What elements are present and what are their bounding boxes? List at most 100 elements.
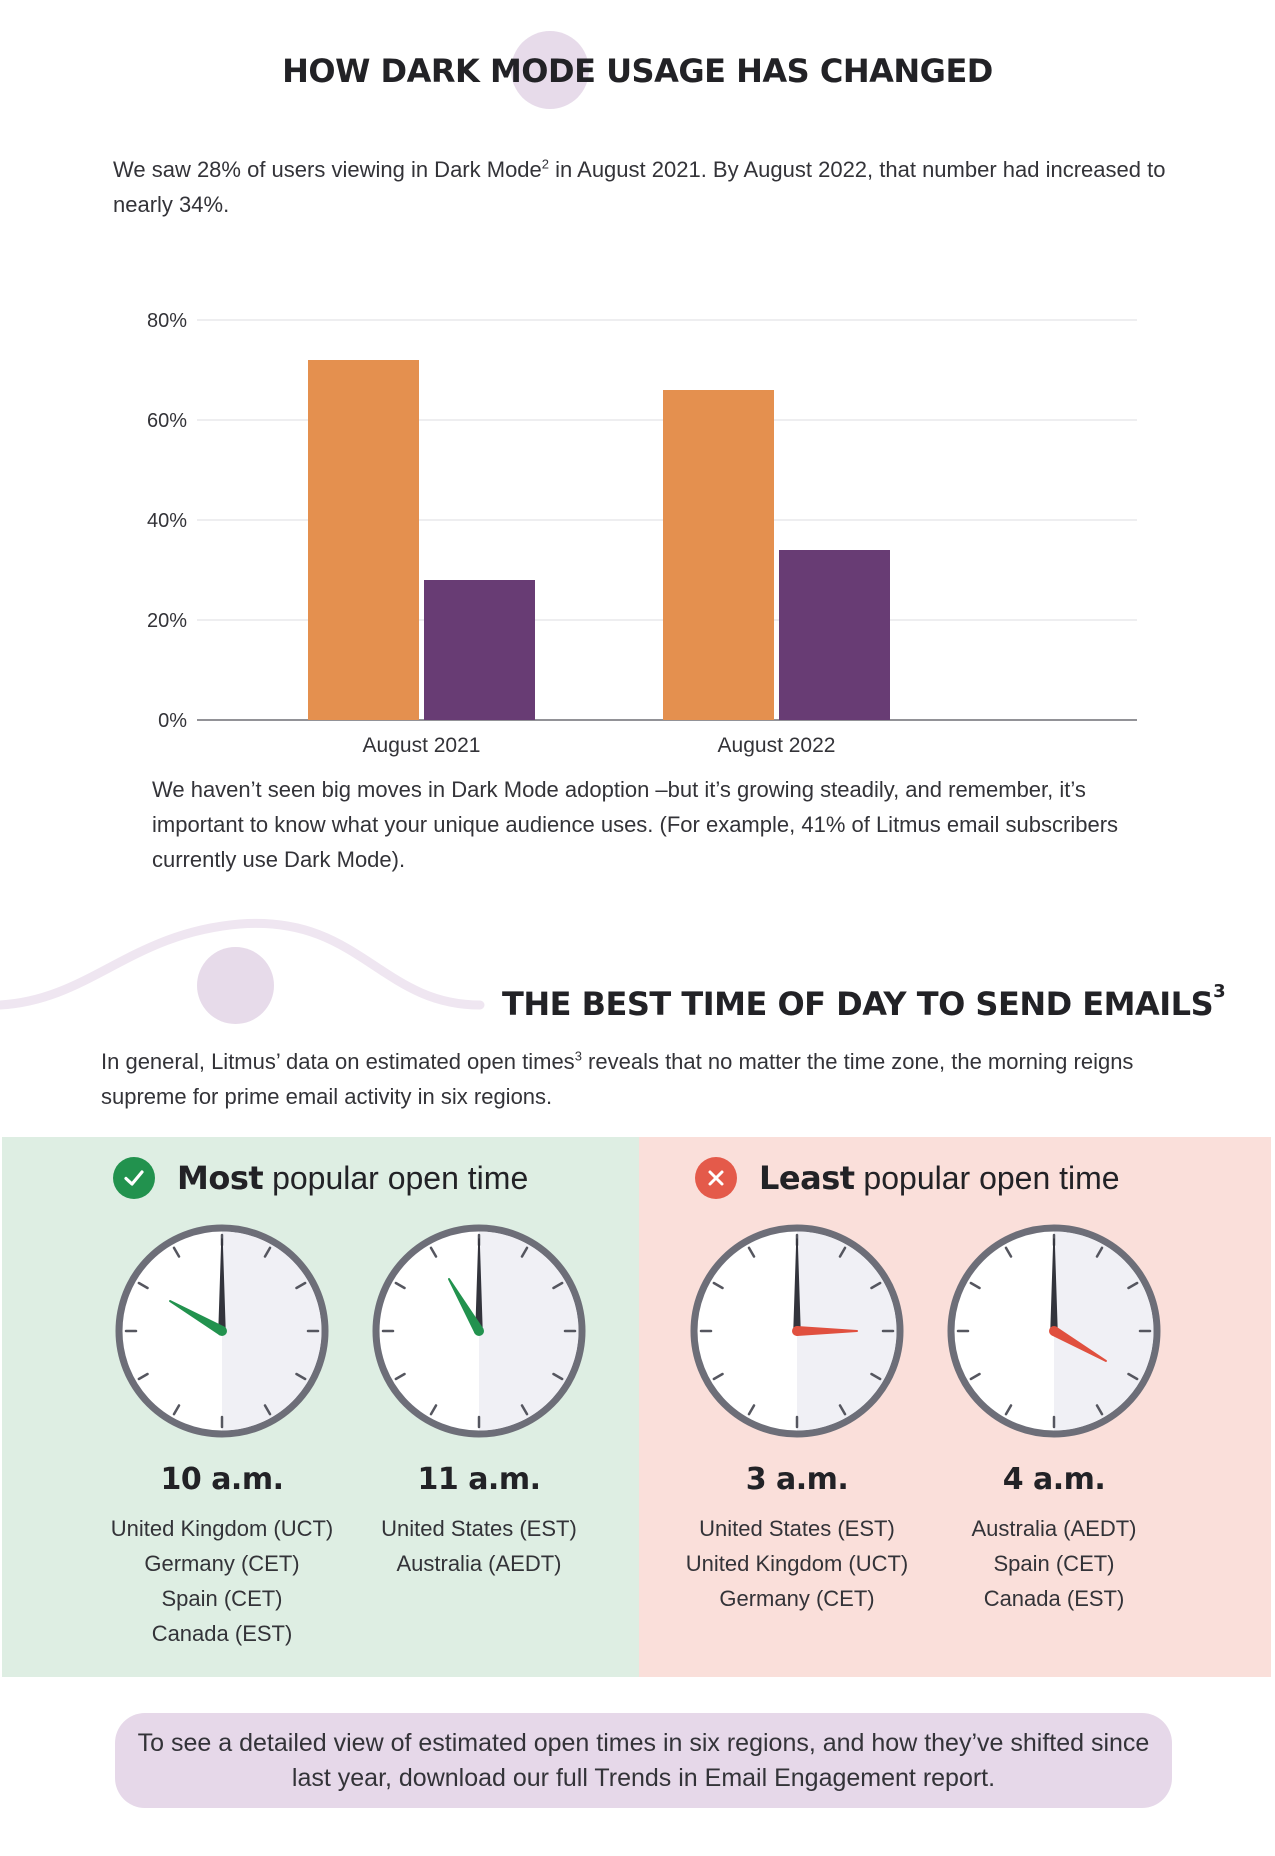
cta-text: To see a detailed view of estimated open… (137, 1728, 1150, 1792)
clock-tick (1095, 1246, 1104, 1258)
y-tick-label: 20% (147, 610, 187, 632)
y-tick-label: 0% (158, 710, 187, 732)
clock-tick (295, 1281, 307, 1290)
report-cta: To see a detailed view of estimated open… (115, 1713, 1172, 1808)
most-popular-heading: Most popular open time (113, 1155, 528, 1201)
clock-tick (838, 1246, 847, 1258)
clock-tick (552, 1281, 564, 1290)
region: Spain (CET) (993, 1551, 1115, 1576)
check-badge (113, 1157, 155, 1199)
clock-block-10am: 10 a.m. United Kingdom (UCT) Germany (CE… (97, 1220, 347, 1651)
clock-tick (1095, 1404, 1104, 1416)
decor-circle-top (511, 31, 589, 109)
clock-center (1049, 1326, 1059, 1336)
clock-tick (429, 1246, 438, 1258)
clock-tick (172, 1246, 181, 1258)
x-category-label: August 2022 (718, 734, 836, 757)
clock-tick (870, 1281, 882, 1290)
region: Spain (CET) (161, 1586, 283, 1611)
clock-block-3am: 3 a.m. United States (EST) United Kingdo… (672, 1220, 922, 1616)
decor-circle-mid (197, 947, 274, 1024)
clock-4am-icon (947, 1224, 1161, 1438)
clock-tick (870, 1372, 882, 1381)
clock-shade (222, 1231, 322, 1431)
y-tick-label: 40% (147, 510, 187, 532)
clock-10am-icon (115, 1224, 329, 1438)
section1-title: HOW DARK MODE USAGE HAS CHANGED (282, 52, 993, 90)
close-badge (695, 1157, 737, 1199)
clock-tick (1004, 1404, 1013, 1416)
clock-center (217, 1326, 227, 1336)
clock-11am-icon (372, 1224, 586, 1438)
x-category-label: August 2021 (363, 734, 481, 757)
clock-regions: United States (EST) United Kingdom (UCT)… (672, 1511, 922, 1616)
bar (308, 360, 419, 720)
clock-tick (552, 1372, 564, 1381)
clock-time: 3 a.m. (745, 1462, 849, 1497)
bar (424, 580, 535, 720)
section2-intro: In general, Litmus’ data on estimated op… (101, 1044, 1181, 1114)
clock-regions: Australia (AEDT) Spain (CET) Canada (EST… (929, 1511, 1179, 1616)
region: United Kingdom (UCT) (110, 1516, 334, 1541)
check-icon (124, 1170, 144, 1186)
region: Germany (CET) (719, 1586, 875, 1611)
most-bold: Most (177, 1159, 264, 1197)
clock-tick (172, 1404, 181, 1416)
clock-tick (712, 1281, 724, 1290)
clock-tick (747, 1246, 756, 1258)
clock-block-11am: 11 a.m. United States (EST) Australia (A… (354, 1220, 604, 1581)
section2-intro-b: reveals that no matter the time zone, th… (101, 1049, 1134, 1109)
clock-shade (1054, 1231, 1154, 1431)
clock-time: 4 a.m. (1002, 1462, 1106, 1497)
clock-tick (1004, 1246, 1013, 1258)
clock-center (474, 1326, 484, 1336)
region: United Kingdom (UCT) (685, 1551, 909, 1576)
least-popular-heading: Least popular open time (695, 1155, 1120, 1201)
clock-tick (747, 1404, 756, 1416)
clock-tick (1127, 1281, 1139, 1290)
section2-title-text: THE BEST TIME OF DAY TO SEND EMAILS (502, 985, 1214, 1023)
clock-tick (838, 1404, 847, 1416)
clock-tick (263, 1246, 272, 1258)
least-popular-title: Least popular open time (759, 1159, 1120, 1197)
clock-time: 11 a.m. (417, 1462, 542, 1497)
clock-tick (137, 1281, 149, 1290)
region: Germany (CET) (144, 1551, 300, 1576)
clock-center (792, 1326, 802, 1336)
y-tick-label: 60% (147, 410, 187, 432)
y-tick-label: 80% (147, 310, 187, 332)
bar (663, 390, 774, 720)
clock-tick (263, 1404, 272, 1416)
region: United States (EST) (381, 1516, 577, 1541)
clock-tick (1127, 1372, 1139, 1381)
clock-tick (969, 1281, 981, 1290)
least-bold: Least (759, 1159, 855, 1197)
clock-tick (295, 1372, 307, 1381)
section2-intro-a: In general, Litmus’ data on estimated op… (101, 1049, 575, 1074)
clock-tick (712, 1372, 724, 1381)
clock-3am-icon (690, 1224, 904, 1438)
section2-title: THE BEST TIME OF DAY TO SEND EMAILS3 (502, 981, 1226, 1023)
footnote-3-inline: 3 (574, 1048, 582, 1064)
footnote-3: 3 (1213, 981, 1226, 1002)
region: Australia (AEDT) (396, 1551, 562, 1576)
clock-tick (429, 1404, 438, 1416)
most-rest: popular open time (263, 1160, 529, 1196)
clock-time: 10 a.m. (160, 1462, 285, 1497)
region: United States (EST) (699, 1516, 895, 1541)
decor-wave (0, 918, 485, 1010)
section1-note: We haven’t seen big moves in Dark Mode a… (152, 777, 1119, 872)
region: Australia (AEDT) (971, 1516, 1137, 1541)
clock-tick (394, 1281, 406, 1290)
region: Canada (EST) (151, 1621, 293, 1646)
close-icon (708, 1170, 724, 1186)
section1-intro-b: in August 2021. By August 2022, that num… (113, 157, 1166, 217)
dark-mode-bar-chart: 0% 20% 40% 60% 80% August 2021 August 2022 (147, 310, 1137, 757)
clock-block-4am: 4 a.m. Australia (AEDT) Spain (CET) Cana… (929, 1220, 1179, 1616)
clock-tick (520, 1404, 529, 1416)
region: Canada (EST) (983, 1586, 1125, 1611)
most-popular-title: Most popular open time (177, 1159, 528, 1197)
clock-tick (520, 1246, 529, 1258)
clock-tick (137, 1372, 149, 1381)
clock-regions: United States (EST) Australia (AEDT) (354, 1511, 604, 1581)
